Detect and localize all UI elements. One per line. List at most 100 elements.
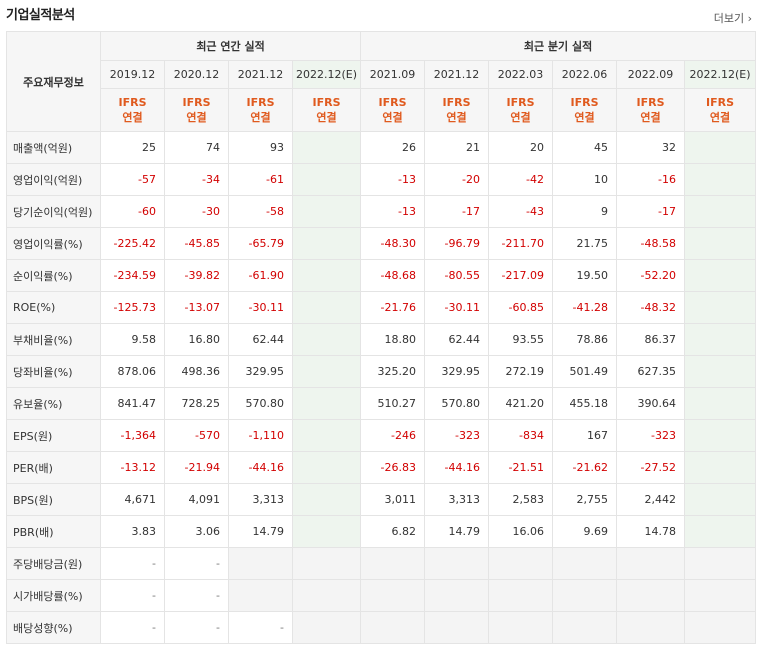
table-row: EPS(원) -1,364 -570 -1,110 -246 -323 -834 167 -32… [6,419,757,452]
value-cell: -65.79 [228,227,293,260]
table-row: 시가배당률(%) - - [6,579,757,612]
value-cell [291,355,362,388]
value-cell: -225.42 [100,227,165,260]
row-label: EPS(원) [6,419,101,452]
ifrs-badge: IFRS 연결 [291,88,362,132]
row-label: 영업이익(억원) [6,163,101,196]
ifrs-label: IFRS [706,96,735,109]
value-cell [684,579,757,612]
value-cell: - [164,611,229,644]
row-label: 유보율(%) [6,387,101,420]
value-cell: -211.70 [488,227,554,260]
value-cell: 26 [360,131,426,164]
value-cell: 3.06 [164,515,229,548]
value-cell: 627.35 [616,355,686,388]
value-cell [291,483,362,516]
value-cell [291,323,362,356]
value-cell: 62.44 [424,323,490,356]
value-cell: 4,091 [164,483,229,516]
value-cell: 329.95 [228,355,293,388]
consolidated-label: 연결 [186,111,207,124]
ifrs-badge: IFRS 연결 [164,88,229,132]
value-cell [488,547,554,580]
value-cell: 93.55 [488,323,554,356]
value-cell: 20 [488,131,554,164]
value-cell: -39.82 [164,259,229,292]
row-label: 매출액(억원) [6,131,101,164]
value-cell [684,131,757,164]
section-title: 기업실적분석 [6,8,75,23]
value-cell [684,355,757,388]
value-cell: -41.28 [552,291,618,324]
value-cell: -43 [488,195,554,228]
value-cell [684,291,757,324]
value-cell [291,419,362,452]
value-cell: 6.82 [360,515,426,548]
value-cell: -234.59 [100,259,165,292]
consolidated-label: 연결 [510,111,531,124]
value-cell: -96.79 [424,227,490,260]
value-cell [291,451,362,484]
value-cell: 3.83 [100,515,165,548]
value-cell: -570 [164,419,229,452]
ifrs-label: IFRS [636,96,665,109]
value-cell: 4,671 [100,483,165,516]
value-cell: 18.80 [360,323,426,356]
more-label: 더보기 [713,12,745,25]
table-row: BPS(원) 4,671 4,091 3,313 3,011 3,313 2,583 2,75… [6,483,757,516]
ifrs-badge: IFRS 연결 [360,88,426,132]
row-label: 주당배당금(원) [6,547,101,580]
period-header: 2022.12(E) [291,60,362,89]
row-label: 부채비율(%) [6,323,101,356]
table-row: PER(배) -13.12 -21.94 -44.16 -26.83 -44.16 -21.… [6,451,757,484]
ifrs-label: IFRS [378,96,407,109]
value-cell: -30.11 [228,291,293,324]
ifrs-badge: IFRS 연결 [100,88,165,132]
value-cell [616,611,686,644]
value-cell [684,419,757,452]
period-header: 2022.09 [616,60,686,89]
value-cell: 3,313 [228,483,293,516]
value-cell: -30.11 [424,291,490,324]
period-header: 2021.12 [228,60,293,89]
value-cell: 841.47 [100,387,165,420]
header-corner: 주요재무정보 [6,31,101,132]
value-cell [488,611,554,644]
value-cell: -61 [228,163,293,196]
table-row: 매출액(억원) 25 74 93 26 21 20 45 32 [6,131,757,164]
value-cell [291,291,362,324]
value-cell: -1,110 [228,419,293,452]
period-header: 2022.03 [488,60,554,89]
value-cell [684,387,757,420]
period-header: 2021.09 [360,60,426,89]
value-cell: -323 [616,419,686,452]
value-cell [291,387,362,420]
value-cell: 2,755 [552,483,618,516]
value-cell: 21 [424,131,490,164]
value-cell [291,515,362,548]
value-cell: 19.50 [552,259,618,292]
consolidated-label: 연결 [709,111,731,124]
value-cell [684,323,757,356]
value-cell: 9.69 [552,515,618,548]
value-cell [291,611,362,644]
value-cell: 9.58 [100,323,165,356]
ifrs-label: IFRS [506,96,535,109]
value-cell: -80.55 [424,259,490,292]
value-cell: - [164,547,229,580]
value-cell: -323 [424,419,490,452]
consolidated-label: 연결 [250,111,271,124]
more-link[interactable]: 더보기 › [714,10,752,26]
chevron-right-icon: › [747,12,752,25]
value-cell: 498.36 [164,355,229,388]
value-cell: -16 [616,163,686,196]
table-row: 당좌비율(%) 878.06 498.36 329.95 325.20 329.95 272… [6,355,757,388]
value-cell [291,131,362,164]
table-body: 매출액(억원) 25 74 93 26 21 20 45 32 영업이익(억원) -57 -34 -61… [6,131,757,644]
table-row: 순이익률(%) -234.59 -39.82 -61.90 -48.68 -80.55 -2… [6,259,757,292]
value-cell: -13 [360,195,426,228]
value-cell [684,515,757,548]
value-cell: 3,011 [360,483,426,516]
value-cell: -45.85 [164,227,229,260]
value-cell: -20 [424,163,490,196]
